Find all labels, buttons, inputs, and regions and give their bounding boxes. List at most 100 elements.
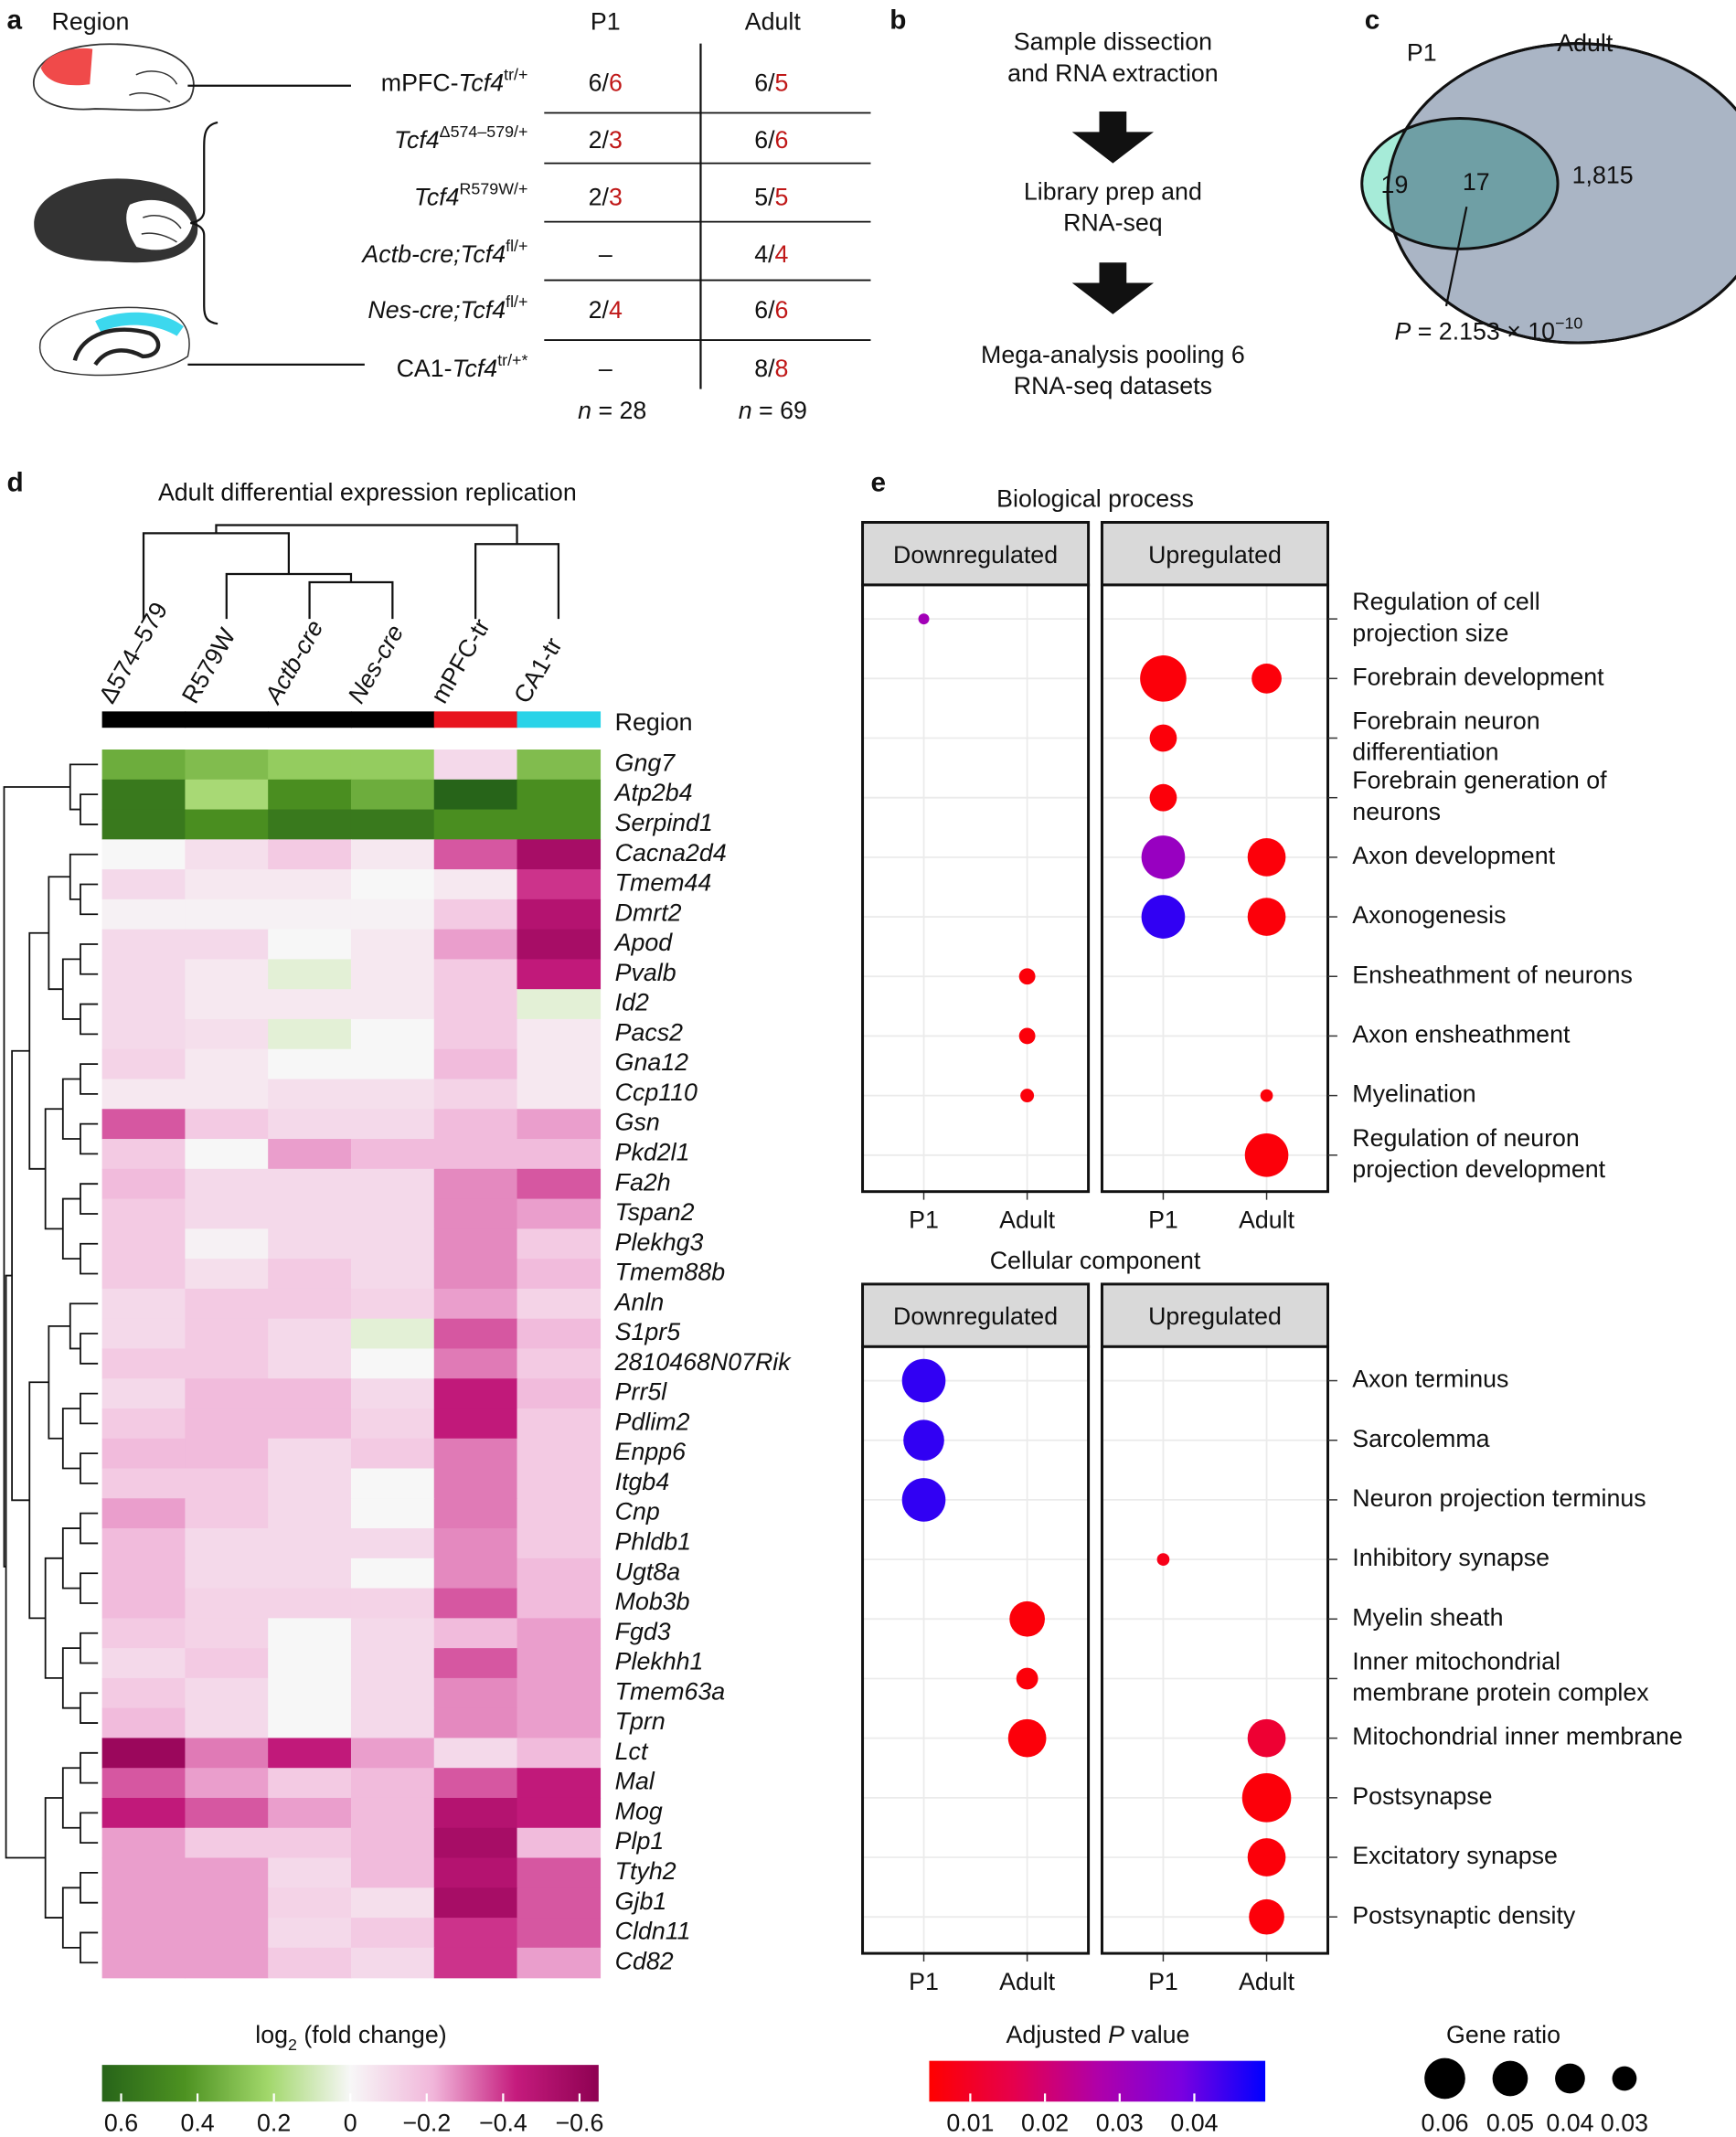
heatmap-cell <box>350 1558 435 1589</box>
row-dendrogram <box>80 1452 99 1484</box>
heatmap-cell <box>517 1677 602 1709</box>
venn-adult-outline <box>1386 42 1736 345</box>
heatmap-cell <box>517 1887 602 1919</box>
genotype-label-part: tr/+* <box>497 351 527 369</box>
heatmap-cell <box>268 809 352 841</box>
row-dendrogram <box>80 1572 99 1604</box>
heatmap-cell <box>101 989 186 1020</box>
region-bar <box>350 711 435 728</box>
colorbar-title: Adjusted P value <box>1006 2021 1190 2048</box>
heatmap-cell <box>517 1109 602 1140</box>
heatmap-cell <box>350 1168 435 1200</box>
heatmap-cell <box>350 1918 435 1949</box>
heatmap-cell <box>517 1857 602 1889</box>
heatmap-cell <box>433 779 518 811</box>
term-label: Forebrain neuron <box>1352 707 1539 734</box>
x-tick-label: P1 <box>1148 1207 1178 1234</box>
heatmap-cell <box>101 1079 186 1111</box>
panel-label: d <box>6 468 23 498</box>
heatmap-cell <box>517 809 602 841</box>
sample-count-part: 6 <box>775 126 789 154</box>
heatmap-cell <box>433 1498 518 1529</box>
heatmap-cell <box>268 898 352 930</box>
n-total-part: n <box>578 397 591 424</box>
gene-label: Tmem88b <box>615 1259 726 1286</box>
heatmap-cell <box>350 1588 435 1620</box>
dot <box>1247 1718 1286 1758</box>
heatmap-cell <box>433 1018 518 1050</box>
sample-count-part: 3 <box>609 126 623 154</box>
heatmap-cell <box>517 898 602 930</box>
heatmap-cell <box>433 1408 518 1440</box>
sample-count-part: 5 <box>775 69 789 96</box>
heatmap-cell <box>517 1168 602 1200</box>
colorbar-title-part: log <box>255 2021 288 2048</box>
heatmap-cell <box>350 1738 435 1769</box>
heatmap-cell <box>268 1498 352 1529</box>
heatmap-cell <box>101 1648 186 1679</box>
heatmap-cell <box>433 929 518 961</box>
colorbar-tick-label: −0.4 <box>479 2110 527 2137</box>
n-total-part: = 28 <box>591 397 646 424</box>
term-label: Axonogenesis <box>1352 901 1506 929</box>
sample-count: 5/5 <box>754 183 788 210</box>
column-header: P1 <box>591 7 621 35</box>
sample-count-part: 4/ <box>754 240 775 268</box>
gene-label: Tmem44 <box>615 869 712 897</box>
heatmap-cell <box>517 929 602 961</box>
venn-p1-outline <box>1360 116 1560 250</box>
colorbar-title-part: Adjusted <box>1006 2021 1109 2048</box>
region-bar <box>268 711 352 728</box>
genotype-label: Tcf4Δ574–579/+ <box>394 122 527 153</box>
p-value-part: P <box>1394 318 1411 346</box>
heatmap-cell <box>517 750 602 781</box>
heatmap-cell <box>433 1378 518 1409</box>
sample-count-part: 6/ <box>589 69 610 96</box>
sample-count-part: 4 <box>609 296 623 324</box>
venn-count: 17 <box>1463 168 1490 196</box>
brace <box>190 121 218 325</box>
heatmap-cell <box>268 1168 352 1200</box>
heatmap-cell <box>101 898 186 930</box>
heatmap-cell <box>101 1198 186 1230</box>
colorbar-title: log2 (fold change) <box>255 2021 446 2054</box>
row-dendrogram <box>80 1003 99 1036</box>
sample-count: 6/5 <box>754 69 788 96</box>
colorbar-tick-label: 0.04 <box>1170 2110 1218 2137</box>
heatmap-cell <box>185 1797 269 1829</box>
heatmap-cell <box>268 929 352 961</box>
column-dendrogram <box>308 580 394 620</box>
heatmap-cell <box>433 1259 518 1290</box>
heatmap-cell <box>101 1318 186 1350</box>
gene-label: Mog <box>615 1797 663 1824</box>
heatmap-cell <box>268 1528 352 1559</box>
row-dendrogram <box>61 1767 80 1829</box>
sample-count-part: 6/ <box>754 69 775 96</box>
heatmap-cell <box>433 1857 518 1889</box>
sample-count: – <box>599 355 612 382</box>
heatmap-cell <box>433 1198 518 1230</box>
heatmap-cell <box>185 1348 269 1379</box>
colorbar-tick-label: 0.03 <box>1096 2110 1144 2137</box>
sample-count-part: 8/ <box>754 355 775 382</box>
heatmap-cell <box>185 1827 269 1859</box>
facet-panel <box>862 584 1089 1192</box>
dot <box>1018 1027 1036 1045</box>
heatmap-cell <box>433 869 518 900</box>
heatmap-cell <box>350 1618 435 1649</box>
colorbar-title-part: 2 <box>288 2036 297 2054</box>
heatmap-cell <box>268 1588 352 1620</box>
heatmap-cell <box>185 1677 269 1709</box>
legend-title: Gene ratio <box>1446 2021 1560 2048</box>
heatmap-cell <box>185 1438 269 1470</box>
column-header: Adult <box>745 7 802 35</box>
dot <box>1018 968 1036 985</box>
plot-title: Biological process <box>996 485 1194 513</box>
heatmap-cell <box>185 839 269 870</box>
heatmap-cell <box>268 1677 352 1709</box>
heatmap-cell <box>268 1468 352 1500</box>
sample-count-part: 6/ <box>754 296 775 324</box>
heatmap-cell <box>350 898 435 930</box>
heatmap-cell <box>517 1468 602 1500</box>
size-legend-label: 0.04 <box>1546 2110 1593 2137</box>
